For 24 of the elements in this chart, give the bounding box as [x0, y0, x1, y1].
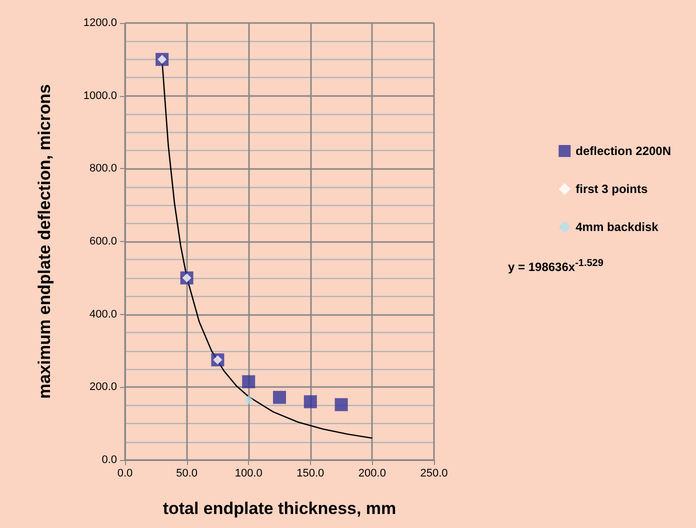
y-tick-label: 0.0	[102, 454, 117, 466]
legend-label: 4mm backdisk	[576, 220, 659, 234]
point	[334, 398, 348, 412]
y-tick-label: 600.0	[89, 236, 117, 248]
point	[304, 395, 317, 408]
legend-label: first 3 points	[576, 182, 648, 196]
x-tick-label: 0.0	[117, 468, 133, 480]
point	[242, 375, 256, 388]
x-tick-label: 250.0	[420, 468, 448, 480]
point	[244, 395, 254, 404]
x-tick-label: 50.0	[176, 468, 198, 480]
y-tick-label: 800.0	[89, 162, 117, 175]
y-tick-label: 1000.0	[83, 90, 117, 102]
legend-label: deflection 2200N	[576, 144, 672, 158]
x-tick-label: 100.0	[234, 468, 262, 480]
text: y = 198636x$^{-1.529}$	[508, 258, 604, 274]
y-axis-title: maximum endplate deflection, microns	[35, 84, 54, 399]
x-tick-label: 200.0	[358, 468, 386, 480]
point	[273, 390, 286, 404]
x-tick-label: 150.0	[296, 468, 324, 480]
y-tick-label: 400.0	[89, 308, 117, 320]
x-axis-title: total endplate thickness, mm	[162, 499, 396, 518]
y-tick-label: 1200.0	[83, 17, 117, 29]
y-tick-label: 200.0	[89, 381, 117, 394]
